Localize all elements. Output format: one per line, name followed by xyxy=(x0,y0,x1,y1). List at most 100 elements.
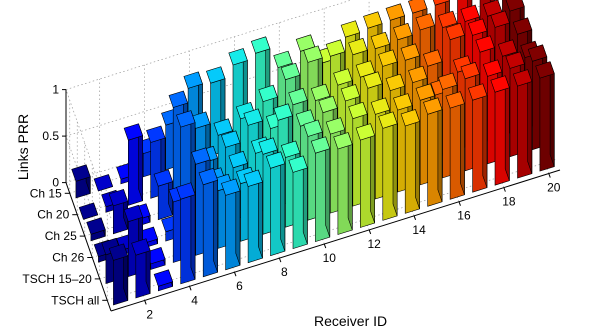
bar-face-top xyxy=(325,117,346,135)
bar-face-top xyxy=(445,22,465,41)
bar-face-top xyxy=(78,202,99,220)
bar-face-top xyxy=(497,39,518,57)
bar xyxy=(86,217,106,242)
category-tick-label: Ch 25 xyxy=(45,229,77,243)
bar-face-top xyxy=(490,75,510,93)
x-tick-mark xyxy=(503,187,506,192)
bar-face-top xyxy=(280,140,301,158)
x-tick-label: 20 xyxy=(547,181,561,195)
bar-face-top xyxy=(228,48,248,66)
x-tick-label: 2 xyxy=(146,307,153,321)
x-tick-mark xyxy=(189,286,192,291)
bar-face-top xyxy=(512,17,533,35)
x-tick-label: 4 xyxy=(191,293,198,307)
bar-face-top xyxy=(273,103,293,121)
bar-face-top xyxy=(131,238,151,256)
bar-face-top xyxy=(280,62,301,81)
bar-face-top xyxy=(385,73,405,91)
x-tick-mark xyxy=(548,173,551,178)
bar-face-top xyxy=(288,87,308,106)
bar-face-top xyxy=(370,97,391,115)
bar xyxy=(176,182,196,285)
bar xyxy=(355,123,376,228)
bar-face-top xyxy=(348,37,368,56)
bar-face-top xyxy=(153,269,174,287)
bar-face-top xyxy=(108,243,129,261)
bar-face-top xyxy=(93,174,114,192)
bar-face-top xyxy=(340,20,361,38)
bar-face-side xyxy=(190,182,196,280)
bar-face-side xyxy=(392,111,398,216)
bars xyxy=(71,0,555,306)
bar-face-top xyxy=(146,125,166,143)
bar xyxy=(310,136,331,243)
bar-face-top xyxy=(475,35,495,53)
bar-face-top xyxy=(265,151,286,169)
x-tick-mark xyxy=(323,243,327,249)
bar xyxy=(535,61,555,172)
bar-face-side xyxy=(415,109,420,209)
bar xyxy=(333,132,353,235)
bar-face-top xyxy=(505,0,525,12)
x-tick-mark xyxy=(278,257,282,263)
bar xyxy=(265,151,286,257)
bar xyxy=(153,269,174,292)
bar-face-top xyxy=(370,31,390,50)
bar-face-top xyxy=(363,11,383,29)
category-tick-label: TSCH all xyxy=(51,293,99,307)
bar-face-top xyxy=(460,4,480,22)
z-tick-label: 1 xyxy=(52,83,59,97)
bar-face-top xyxy=(153,169,173,187)
bar-face-top xyxy=(445,91,465,109)
bar-face-top xyxy=(333,132,353,150)
bar xyxy=(490,75,510,186)
bar xyxy=(512,69,533,179)
bar-face-top xyxy=(258,84,278,102)
bar-face-top xyxy=(303,45,323,63)
bar-face-top xyxy=(385,3,405,21)
category-tick-label: Ch 15 xyxy=(30,186,62,200)
bar-face-top xyxy=(423,97,443,115)
bar-face-side xyxy=(437,97,443,202)
category-tick-label: TSCH 15–20 xyxy=(22,272,92,286)
bar-face-top xyxy=(206,66,226,84)
bar-face-top xyxy=(288,155,308,173)
x-tick-mark xyxy=(413,215,417,221)
bar-face-top xyxy=(86,217,106,235)
x-tick-mark xyxy=(144,300,147,305)
category-axis-line xyxy=(65,182,112,312)
bar xyxy=(146,247,166,270)
x-tick-mark xyxy=(368,229,372,235)
bar xyxy=(423,97,443,207)
bar-face-side xyxy=(549,61,555,167)
bar-face-top xyxy=(363,71,383,89)
bar-face-side xyxy=(482,83,488,188)
bar-face-top xyxy=(393,93,413,111)
bar-face-top xyxy=(325,39,346,57)
bar-face-top xyxy=(176,110,196,128)
bar-face-top xyxy=(415,83,435,101)
bar-face-top xyxy=(400,43,420,61)
bar-face-top xyxy=(168,90,188,108)
bar xyxy=(198,167,218,278)
bar xyxy=(400,109,420,214)
bar-face-top xyxy=(273,50,293,68)
bar-face-top xyxy=(468,83,488,101)
bar-face-top xyxy=(408,65,428,83)
bar-face-top xyxy=(243,108,263,126)
bar-face-top xyxy=(183,71,203,89)
bar-face-top xyxy=(512,69,533,87)
bar xyxy=(288,155,308,250)
bar-face-side xyxy=(213,168,218,273)
x-tick-label: 8 xyxy=(281,265,288,279)
bar-face-top xyxy=(221,178,241,196)
bar xyxy=(78,202,99,220)
bar xyxy=(131,238,151,299)
bar-face-top xyxy=(108,189,129,207)
bar-face-top xyxy=(355,123,376,141)
bar-face-top xyxy=(340,84,361,102)
bar-face-top xyxy=(228,150,248,169)
bar-face-side xyxy=(280,151,286,252)
x-tick-label: 14 xyxy=(412,223,426,237)
